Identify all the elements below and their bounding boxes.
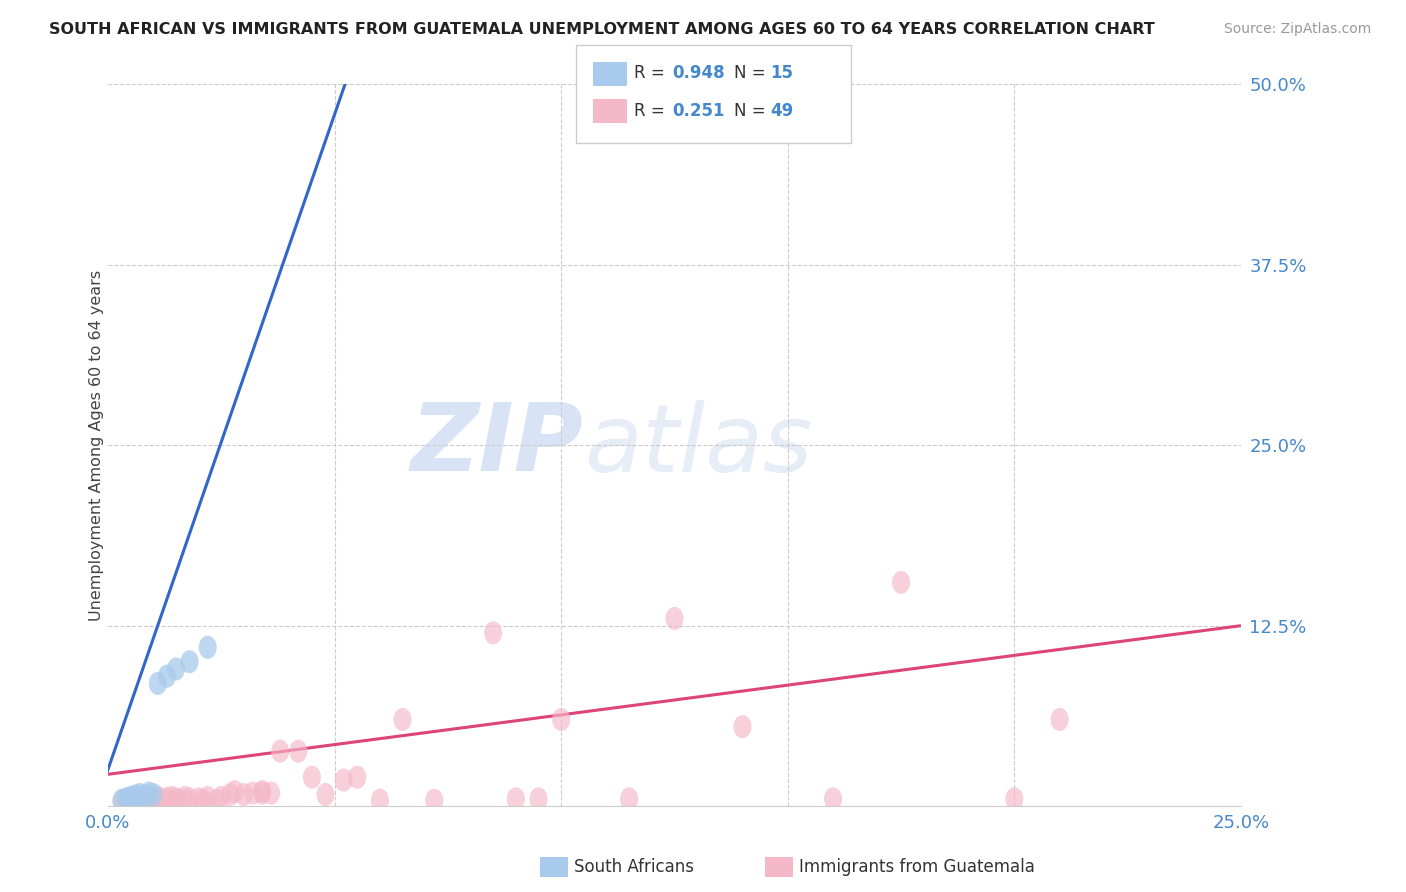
Ellipse shape <box>221 783 239 806</box>
Ellipse shape <box>167 657 186 681</box>
Ellipse shape <box>1005 788 1024 811</box>
Ellipse shape <box>131 790 149 814</box>
Text: R =: R = <box>634 102 665 120</box>
Ellipse shape <box>290 739 308 763</box>
Ellipse shape <box>131 786 149 809</box>
Text: SOUTH AFRICAN VS IMMIGRANTS FROM GUATEMALA UNEMPLOYMENT AMONG AGES 60 TO 64 YEAR: SOUTH AFRICAN VS IMMIGRANTS FROM GUATEMA… <box>49 22 1154 37</box>
Ellipse shape <box>243 781 262 805</box>
Ellipse shape <box>145 788 162 811</box>
Ellipse shape <box>484 622 502 644</box>
Text: ZIP: ZIP <box>411 400 583 491</box>
Ellipse shape <box>135 788 153 811</box>
Ellipse shape <box>117 789 135 812</box>
Ellipse shape <box>262 781 280 805</box>
Ellipse shape <box>824 788 842 811</box>
Ellipse shape <box>112 789 131 812</box>
Ellipse shape <box>235 783 253 806</box>
Ellipse shape <box>891 571 910 594</box>
Ellipse shape <box>302 765 321 789</box>
Ellipse shape <box>212 786 231 809</box>
Text: South Africans: South Africans <box>574 858 693 876</box>
Ellipse shape <box>162 786 180 809</box>
Ellipse shape <box>127 784 145 807</box>
Y-axis label: Unemployment Among Ages 60 to 64 years: Unemployment Among Ages 60 to 64 years <box>90 269 104 621</box>
Ellipse shape <box>135 784 153 807</box>
Ellipse shape <box>139 789 157 812</box>
Ellipse shape <box>620 788 638 811</box>
Ellipse shape <box>121 790 139 814</box>
Ellipse shape <box>665 607 683 630</box>
Ellipse shape <box>253 780 271 803</box>
Ellipse shape <box>172 789 190 812</box>
Ellipse shape <box>149 672 167 695</box>
Ellipse shape <box>139 781 157 805</box>
Ellipse shape <box>226 780 243 803</box>
Ellipse shape <box>121 788 139 811</box>
Ellipse shape <box>145 790 162 814</box>
Ellipse shape <box>198 636 217 659</box>
Ellipse shape <box>335 769 353 791</box>
Ellipse shape <box>394 708 412 731</box>
Ellipse shape <box>253 781 271 805</box>
Text: N =: N = <box>734 102 765 120</box>
Ellipse shape <box>425 789 443 812</box>
Ellipse shape <box>198 786 217 809</box>
Ellipse shape <box>117 788 135 811</box>
Ellipse shape <box>153 789 172 812</box>
Text: 0.251: 0.251 <box>672 102 724 120</box>
Text: 15: 15 <box>770 64 793 82</box>
Text: atlas: atlas <box>583 400 813 491</box>
Ellipse shape <box>208 789 226 812</box>
Ellipse shape <box>349 765 367 789</box>
Ellipse shape <box>271 739 290 763</box>
Ellipse shape <box>149 786 167 809</box>
Ellipse shape <box>194 789 212 812</box>
Text: N =: N = <box>734 64 765 82</box>
Text: 0.948: 0.948 <box>672 64 724 82</box>
Ellipse shape <box>167 788 186 811</box>
Ellipse shape <box>127 788 145 811</box>
Text: R =: R = <box>634 64 665 82</box>
Ellipse shape <box>176 786 194 809</box>
Ellipse shape <box>190 788 208 811</box>
Ellipse shape <box>121 786 139 809</box>
Text: Immigrants from Guatemala: Immigrants from Guatemala <box>799 858 1035 876</box>
Ellipse shape <box>131 783 149 806</box>
Text: 49: 49 <box>770 102 794 120</box>
Ellipse shape <box>553 708 571 731</box>
Text: Source: ZipAtlas.com: Source: ZipAtlas.com <box>1223 22 1371 37</box>
Ellipse shape <box>1050 708 1069 731</box>
Ellipse shape <box>530 788 547 811</box>
Ellipse shape <box>316 783 335 806</box>
Ellipse shape <box>180 788 198 811</box>
Ellipse shape <box>112 790 131 814</box>
Ellipse shape <box>371 789 389 812</box>
Ellipse shape <box>180 650 198 673</box>
Ellipse shape <box>157 788 176 811</box>
Ellipse shape <box>734 715 751 739</box>
Ellipse shape <box>157 665 176 688</box>
Ellipse shape <box>145 783 162 806</box>
Ellipse shape <box>506 788 524 811</box>
